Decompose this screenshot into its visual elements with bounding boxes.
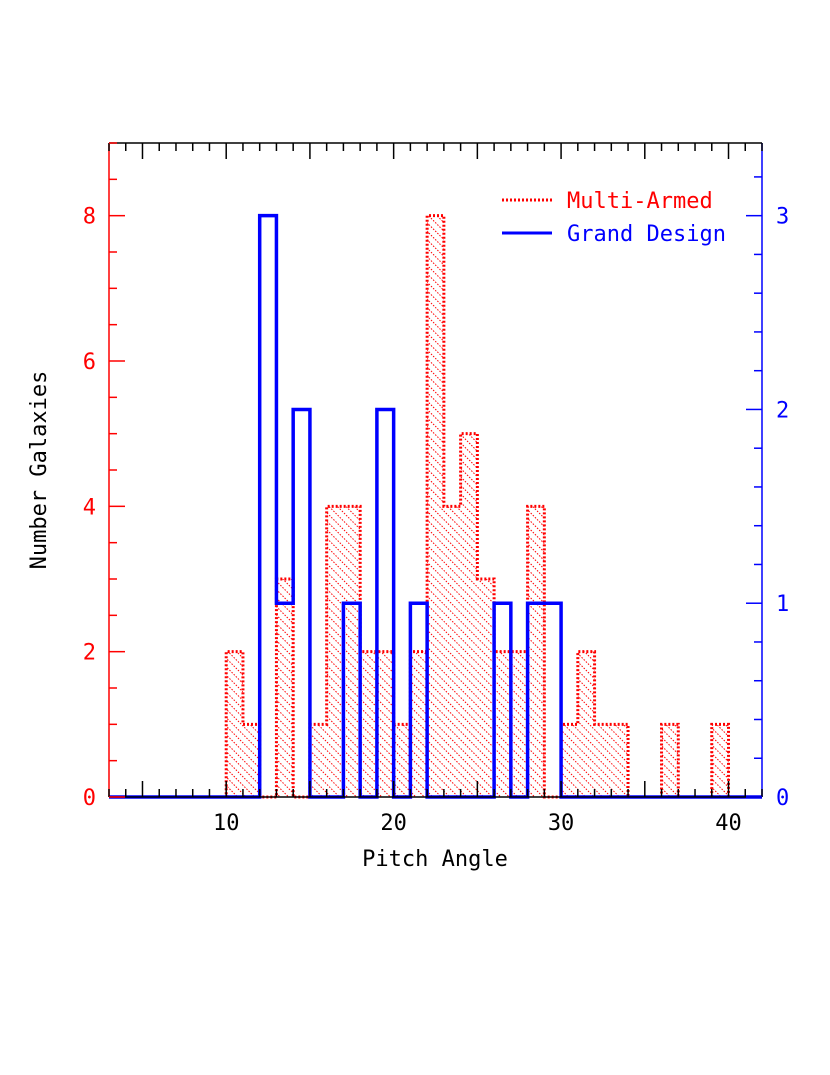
bar-multi-armed — [594, 724, 612, 797]
bar-multi-armed — [661, 724, 679, 797]
bar-multi-armed — [309, 724, 327, 797]
bar-multi-armed — [226, 651, 243, 797]
bar-multi-armed — [611, 724, 629, 797]
legend-grand-design-label: Grand Design — [567, 222, 726, 247]
y-left-tick-label: 2 — [83, 641, 96, 666]
x-axis-title: Pitch Angle — [362, 847, 508, 872]
plot-area: 10 20 30 40 0 2 4 6 8 0 1 2 3 — [83, 142, 789, 836]
x-tick-label: 10 — [213, 811, 240, 836]
bar-multi-armed — [577, 651, 595, 797]
bar-multi-armed — [410, 651, 428, 797]
y-axis-title: Number Galaxies — [27, 371, 52, 570]
bar-multi-armed — [510, 651, 528, 797]
legend-multi-armed-label: Multi-Armed — [567, 189, 713, 214]
x-tick-label: 30 — [548, 811, 575, 836]
bar-multi-armed — [343, 506, 361, 797]
bar-multi-armed — [242, 724, 260, 797]
bar-multi-armed — [477, 579, 495, 797]
bar-multi-armed — [460, 433, 478, 797]
x-tick-label: 40 — [715, 811, 742, 836]
y-right-tick-label: 1 — [776, 592, 789, 617]
bar-multi-armed — [326, 506, 344, 797]
bar-multi-armed — [443, 506, 461, 797]
y-right-tick-label: 3 — [776, 205, 789, 230]
y-left-tick-label: 8 — [83, 205, 96, 230]
bar-multi-armed — [527, 506, 545, 797]
bar-multi-armed — [427, 215, 444, 797]
y-left-tick-label: 4 — [83, 495, 96, 520]
bar-multi-armed — [376, 651, 394, 797]
bar-multi-armed — [561, 724, 578, 797]
bar-multi-armed — [360, 651, 377, 797]
legend: Multi-Armed Grand Design — [502, 189, 726, 247]
x-tick-label: 20 — [380, 811, 407, 836]
bar-multi-armed — [276, 579, 294, 797]
bar-multi-armed — [494, 651, 511, 797]
bar-multi-armed — [711, 724, 729, 797]
y-left-tick-label: 0 — [83, 786, 96, 811]
y-left-tick-label: 6 — [83, 350, 96, 375]
y-right-tick-label: 0 — [776, 786, 789, 811]
y-right-tick-label: 2 — [776, 398, 789, 423]
bar-multi-armed — [393, 724, 411, 797]
